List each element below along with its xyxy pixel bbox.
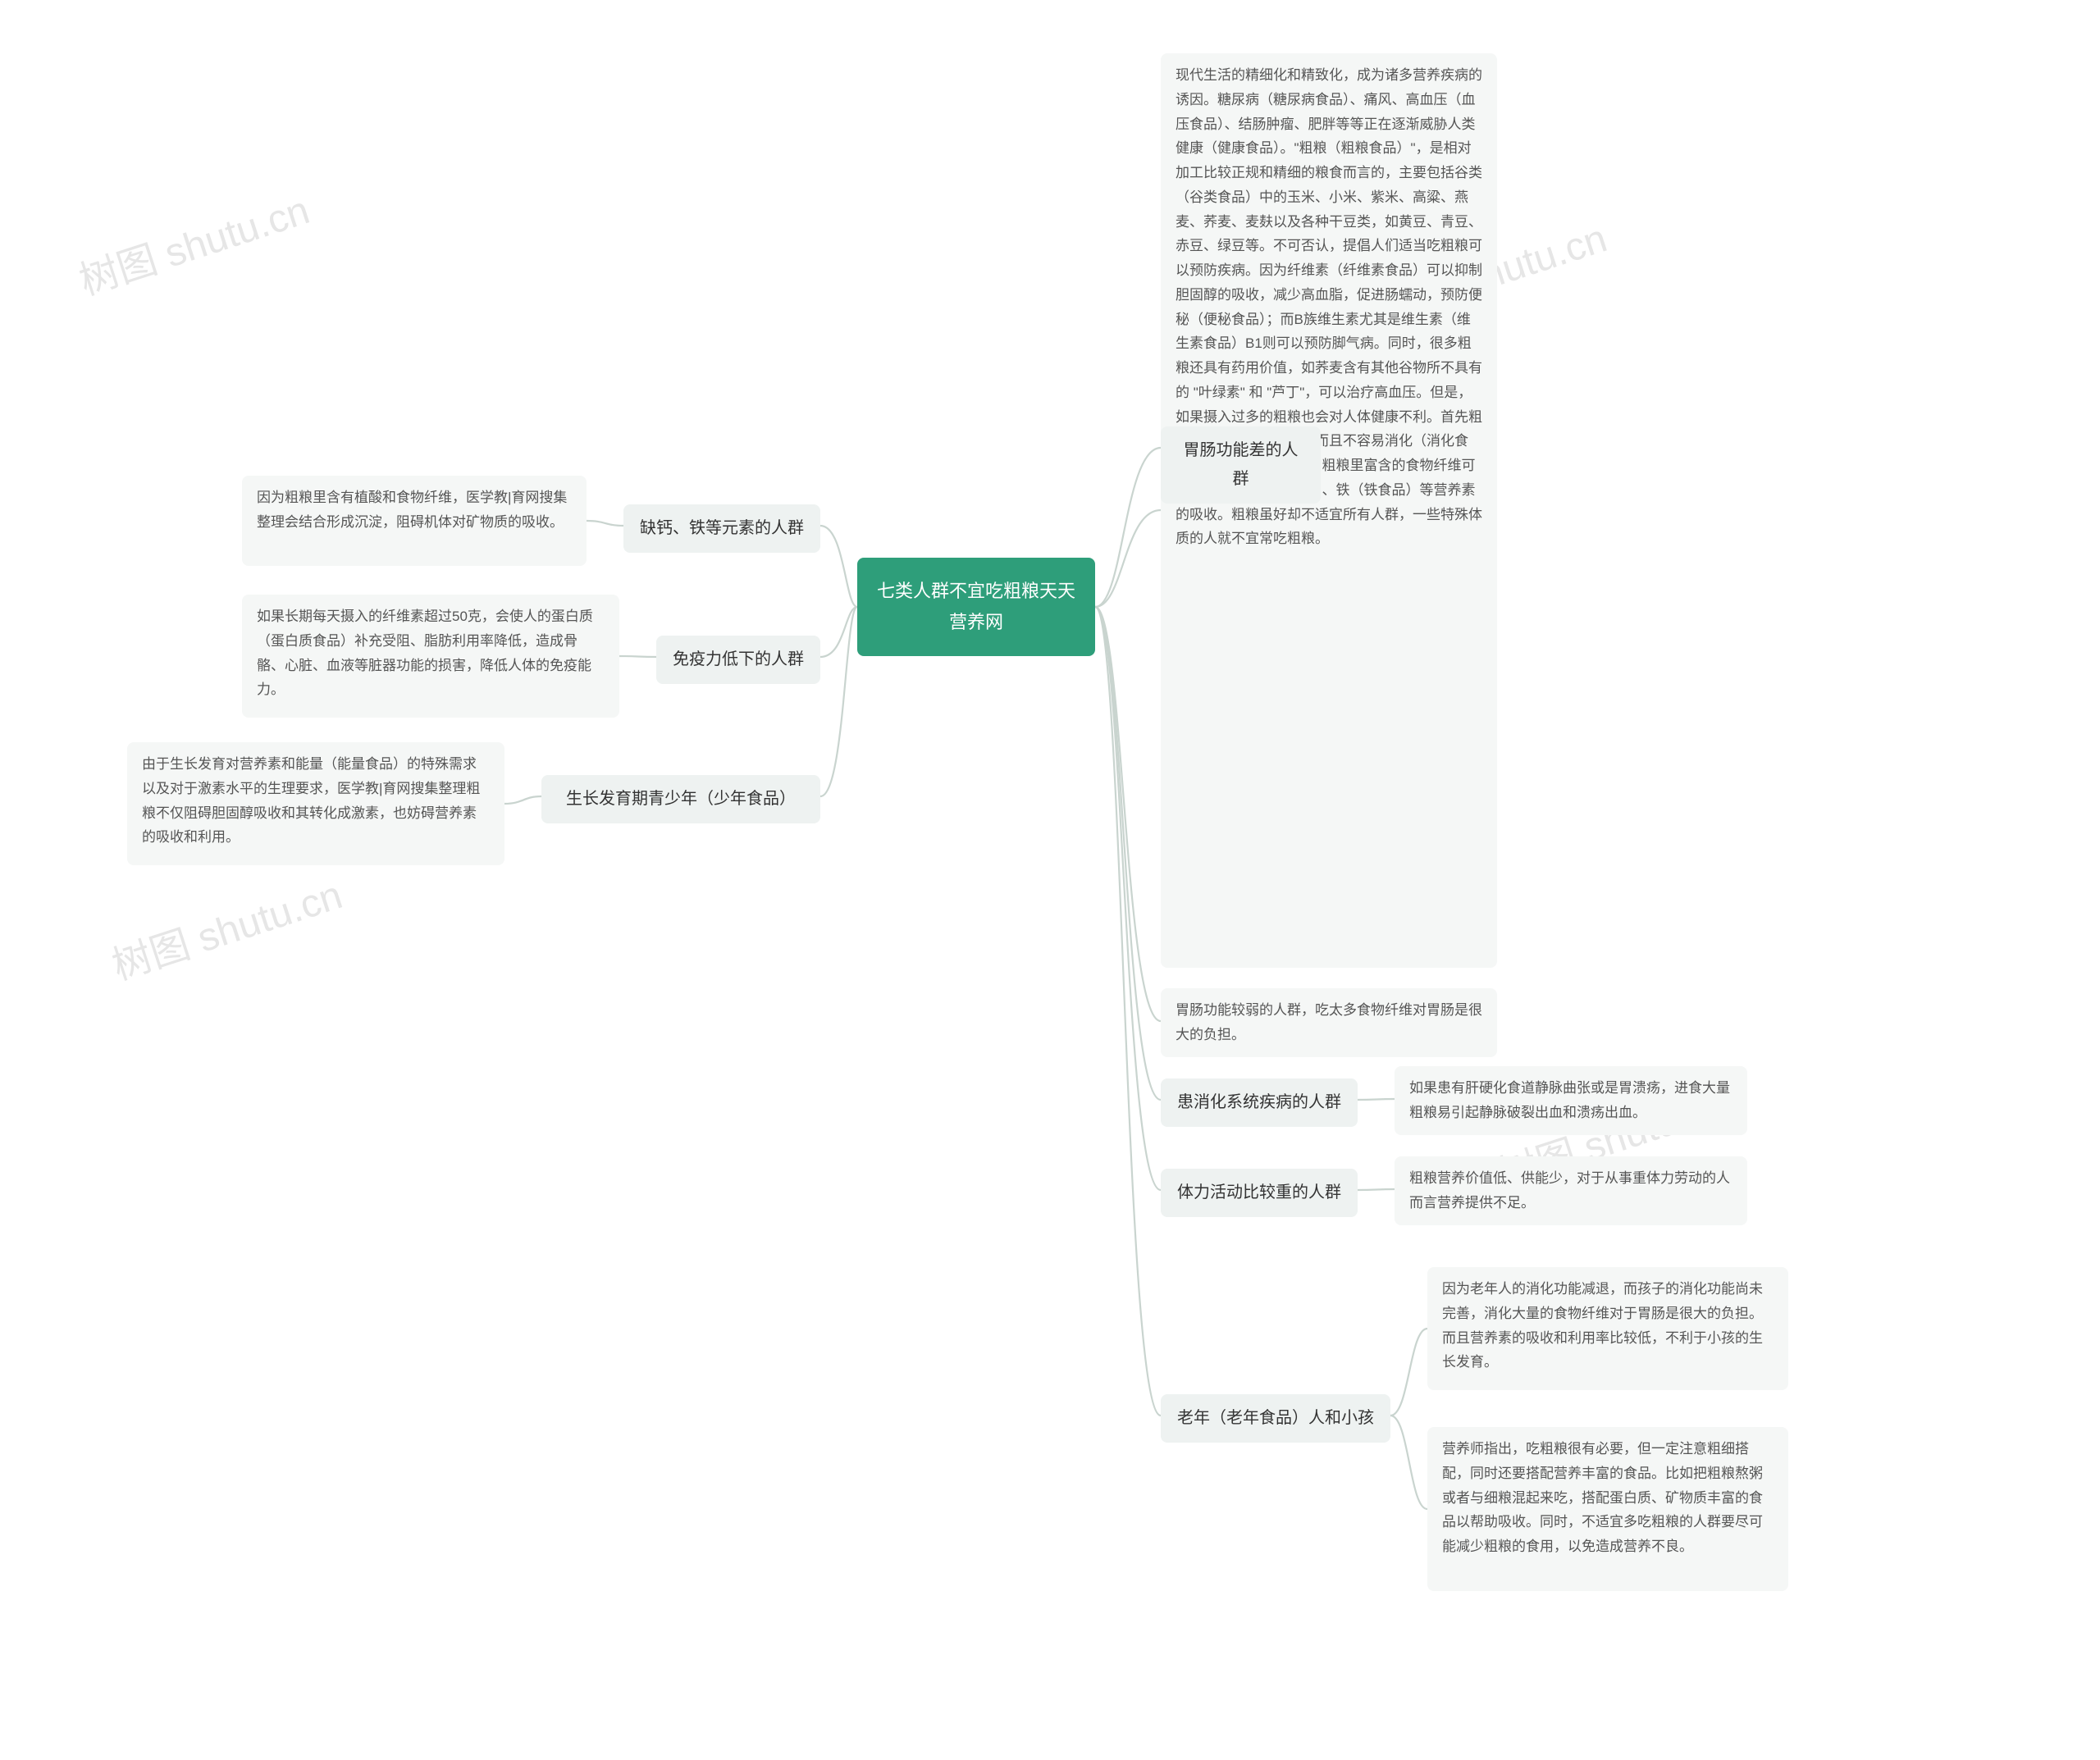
leaf-labor: 粗粮营养价值低、供能少，对于从事重体力劳动的人而言营养提供不足。 xyxy=(1395,1156,1747,1225)
leaf-text: 由于生长发育对营养素和能量（能量食品）的特殊需求以及对于激素水平的生理要求，医学… xyxy=(142,756,480,845)
leaf-text: 营养师指出，吃粗粮很有必要，但一定注意粗细搭配，同时还要搭配营养丰富的食品。比如… xyxy=(1442,1441,1763,1554)
branch-labor[interactable]: 体力活动比较重的人群 xyxy=(1161,1169,1358,1217)
watermark: 树图 shutu.cn xyxy=(103,863,348,991)
branch-label: 生长发育期青少年（少年食品） xyxy=(566,785,796,814)
branch-label: 老年（老年食品）人和小孩 xyxy=(1177,1404,1374,1433)
branch-digestive[interactable]: 患消化系统疾病的人群 xyxy=(1161,1078,1358,1127)
mindmap-canvas: 树图 shutu.cn shutu.cn 树图 shutu.cn 树图 shut… xyxy=(0,0,2100,1760)
leaf-text: 如果患有肝硬化食道静脉曲张或是胃溃疡，进食大量粗粮易引起静脉破裂出血和溃疡出血。 xyxy=(1409,1080,1730,1120)
leaf-teenagers: 由于生长发育对营养素和能量（能量食品）的特殊需求以及对于激素水平的生理要求，医学… xyxy=(127,742,504,865)
leaf-elderly-1: 因为老年人的消化功能减退，而孩子的消化功能尚未完善，消化大量的食物纤维对于胃肠是… xyxy=(1427,1267,1788,1390)
branch-gut[interactable]: 胃肠功能差的人群 xyxy=(1161,426,1321,504)
branch-label: 缺钙、铁等元素的人群 xyxy=(640,514,804,543)
leaf-text: 如果长期每天摄入的纤维素超过50克，会使人的蛋白质（蛋白质食品）补充受阻、脂肪利… xyxy=(257,609,593,697)
branch-label: 体力活动比较重的人群 xyxy=(1177,1179,1341,1207)
branch-label: 免疫力低下的人群 xyxy=(673,645,804,674)
branch-elderly-children[interactable]: 老年（老年食品）人和小孩 xyxy=(1161,1394,1390,1443)
branch-calcium-iron[interactable]: 缺钙、铁等元素的人群 xyxy=(623,504,820,553)
leaf-text: 胃肠功能较弱的人群，吃太多食物纤维对胃肠是很大的负担。 xyxy=(1176,1002,1482,1042)
branch-label: 胃肠功能差的人群 xyxy=(1176,436,1306,494)
leaf-gut-weak: 胃肠功能较弱的人群，吃太多食物纤维对胃肠是很大的负担。 xyxy=(1161,988,1497,1057)
leaf-digestive: 如果患有肝硬化食道静脉曲张或是胃溃疡，进食大量粗粮易引起静脉破裂出血和溃疡出血。 xyxy=(1395,1066,1747,1135)
intro-leaf: 现代生活的精细化和精致化，成为诸多营养疾病的诱因。糖尿病（糖尿病食品）、痛风、高… xyxy=(1161,53,1497,968)
leaf-calcium-iron: 因为粗粮里含有植酸和食物纤维，医学教|育网搜集整理会结合形成沉淀，阻碍机体对矿物… xyxy=(242,476,587,566)
leaf-elderly-2: 营养师指出，吃粗粮很有必要，但一定注意粗细搭配，同时还要搭配营养丰富的食品。比如… xyxy=(1427,1427,1788,1591)
root-node[interactable]: 七类人群不宜吃粗粮天天营养网 xyxy=(857,558,1095,656)
leaf-immunity: 如果长期每天摄入的纤维素超过50克，会使人的蛋白质（蛋白质食品）补充受阻、脂肪利… xyxy=(242,595,619,718)
watermark: 树图 shutu.cn xyxy=(71,178,315,306)
branch-immunity[interactable]: 免疫力低下的人群 xyxy=(656,636,820,684)
leaf-text: 因为老年人的消化功能减退，而孩子的消化功能尚未完善，消化大量的食物纤维对于胃肠是… xyxy=(1442,1281,1763,1370)
leaf-text: 因为粗粮里含有植酸和食物纤维，医学教|育网搜集整理会结合形成沉淀，阻碍机体对矿物… xyxy=(257,490,567,530)
leaf-text: 粗粮营养价值低、供能少，对于从事重体力劳动的人而言营养提供不足。 xyxy=(1409,1170,1730,1211)
root-label: 七类人群不宜吃粗粮天天营养网 xyxy=(872,576,1080,639)
branch-label: 患消化系统疾病的人群 xyxy=(1177,1088,1341,1117)
branch-teenagers[interactable]: 生长发育期青少年（少年食品） xyxy=(541,775,820,823)
